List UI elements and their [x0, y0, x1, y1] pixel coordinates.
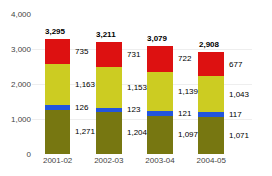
svg-text:3,000: 3,000	[11, 45, 32, 54]
svg-text:1,139: 1,139	[178, 87, 199, 96]
svg-text:1,000: 1,000	[11, 115, 32, 124]
svg-text:677: 677	[229, 60, 243, 69]
svg-text:2,000: 2,000	[11, 80, 32, 89]
svg-text:1,071: 1,071	[229, 131, 250, 140]
svg-text:117: 117	[229, 110, 242, 119]
svg-text:735: 735	[75, 47, 89, 56]
svg-text:722: 722	[178, 54, 192, 63]
svg-text:3,211: 3,211	[96, 30, 116, 39]
svg-text:2,908: 2,908	[199, 40, 220, 49]
svg-text:1,153: 1,153	[127, 83, 148, 92]
svg-text:1,163: 1,163	[75, 80, 96, 89]
svg-text:3,079: 3,079	[147, 34, 168, 43]
svg-text:2001-02: 2001-02	[43, 156, 73, 165]
svg-text:121: 121	[178, 109, 192, 118]
svg-text:1,271: 1,271	[75, 127, 96, 136]
svg-text:1,043: 1,043	[229, 90, 250, 99]
svg-text:3,295: 3,295	[45, 27, 66, 36]
svg-text:123: 123	[127, 105, 141, 114]
svg-text:1,097: 1,097	[178, 130, 199, 139]
svg-text:2003-04: 2003-04	[145, 156, 175, 165]
svg-text:126: 126	[75, 103, 89, 112]
svg-text:731: 731	[127, 50, 141, 59]
svg-text:4,000: 4,000	[11, 10, 32, 19]
svg-text:2004-05: 2004-05	[197, 156, 227, 165]
svg-text:2002-03: 2002-03	[94, 156, 124, 165]
svg-text:0: 0	[27, 150, 32, 159]
svg-text:1,204: 1,204	[127, 128, 148, 137]
